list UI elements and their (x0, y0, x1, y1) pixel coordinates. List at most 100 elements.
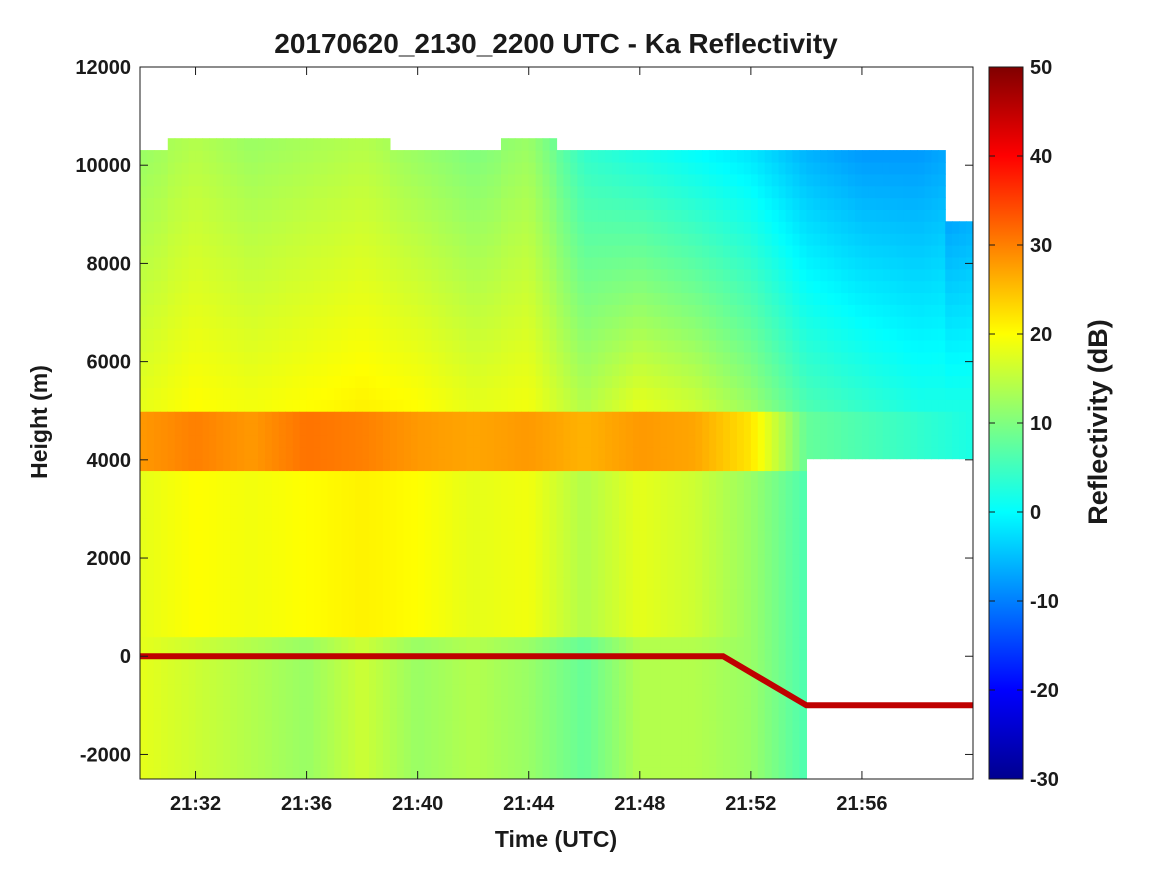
heatmap-cell (362, 375, 370, 388)
heatmap-cell (389, 482, 398, 495)
heatmap-cell (438, 553, 447, 566)
heatmap-cell (507, 268, 516, 282)
heatmap-cell (452, 695, 460, 709)
heatmap-cell (431, 375, 440, 388)
heatmap-cell (771, 601, 780, 614)
heatmap-cell (160, 423, 169, 436)
heatmap-cell (452, 209, 460, 222)
heatmap-cell (140, 280, 148, 294)
heatmap-cell (591, 731, 599, 744)
heatmap-cell (167, 375, 176, 388)
heatmap-cell (542, 553, 551, 566)
heatmap-cell (327, 660, 335, 673)
heatmap-cell (140, 529, 148, 543)
heatmap-cell (271, 221, 280, 234)
heatmap-cell (730, 624, 738, 638)
heatmap-cell (702, 434, 710, 448)
heatmap-cell (736, 601, 745, 614)
heatmap-cell (299, 660, 308, 673)
heatmap-cell (230, 743, 238, 756)
heatmap-cell (278, 482, 287, 495)
heatmap-cell (660, 280, 669, 294)
heatmap-cell (188, 245, 197, 258)
heatmap-cell (632, 506, 641, 519)
heatmap-cell (612, 209, 620, 222)
heatmap-cell (612, 339, 620, 353)
heatmap-cell (625, 434, 634, 448)
heatmap-cell (639, 328, 648, 341)
heatmap-cell (278, 612, 287, 626)
heatmap-cell (681, 767, 689, 779)
heatmap-cell (570, 506, 578, 519)
heatmap-cell (459, 612, 467, 626)
heatmap-cell (146, 150, 155, 163)
heatmap-cell (438, 209, 447, 222)
heatmap-cell (473, 161, 481, 175)
heatmap-cell (563, 707, 571, 721)
heatmap-cell (195, 351, 204, 365)
heatmap-cell (667, 423, 676, 436)
heatmap-cell (264, 434, 273, 448)
heatmap-cell (625, 185, 634, 199)
heatmap-cell (785, 553, 794, 566)
heatmap-cell (140, 482, 148, 495)
heatmap-cell (459, 719, 467, 733)
heatmap-cell (188, 553, 197, 566)
heatmap-cell (181, 553, 190, 566)
heatmap-cell (639, 375, 648, 388)
heatmap-cell (556, 387, 565, 400)
heatmap-cell (362, 411, 370, 424)
heatmap-cell (521, 245, 530, 258)
heatmap-cell (507, 624, 516, 638)
heatmap-cell (188, 684, 197, 697)
heatmap-cell (438, 589, 447, 602)
heatmap-cell (278, 316, 287, 329)
heatmap-cell (424, 707, 433, 721)
heatmap-cell (605, 280, 613, 294)
heatmap-cell (320, 351, 329, 365)
heatmap-cell (521, 316, 530, 329)
heatmap-cell (389, 209, 398, 222)
heatmap-cell (160, 601, 169, 614)
heatmap-cell (181, 767, 190, 779)
heatmap-cell (445, 672, 453, 685)
heatmap-cell (396, 399, 405, 412)
heatmap-cell (716, 209, 724, 222)
heatmap-cell (327, 185, 335, 199)
heatmap-cell (264, 624, 273, 638)
heatmap-cell (292, 209, 301, 222)
heatmap-cell (466, 268, 474, 282)
heatmap-cell (750, 446, 759, 460)
heatmap-cell (160, 494, 169, 507)
heatmap-cell (771, 185, 780, 199)
heatmap-cell (188, 446, 197, 460)
heatmap-cell (667, 695, 676, 709)
heatmap-cell (542, 707, 551, 721)
heatmap-cell (660, 256, 669, 270)
heatmap-cell (271, 173, 280, 187)
heatmap-cell (612, 517, 620, 531)
heatmap-cell (292, 743, 301, 756)
heatmap-cell (355, 517, 363, 531)
heatmap-cell (591, 601, 599, 614)
heatmap-cell (494, 328, 502, 341)
heatmap-cell (598, 458, 606, 472)
heatmap-cell (778, 624, 787, 638)
heatmap-cell (549, 494, 558, 507)
heatmap-cell (570, 707, 578, 721)
heatmap-cell (216, 565, 224, 578)
heatmap-cell (563, 731, 571, 744)
heatmap-cell (320, 458, 329, 472)
heatmap-cell (403, 197, 412, 210)
heatmap-cell (424, 256, 433, 270)
heatmap-cell (750, 612, 759, 626)
heatmap-cell (410, 280, 419, 294)
heatmap-cell (730, 304, 738, 317)
heatmap-cell (271, 387, 280, 400)
heatmap-cell (542, 636, 551, 650)
heatmap-cell (216, 672, 224, 685)
heatmap-cell (618, 411, 627, 424)
heatmap-cell (327, 268, 335, 282)
heatmap-cell (473, 446, 481, 460)
heatmap-cell (327, 173, 335, 187)
